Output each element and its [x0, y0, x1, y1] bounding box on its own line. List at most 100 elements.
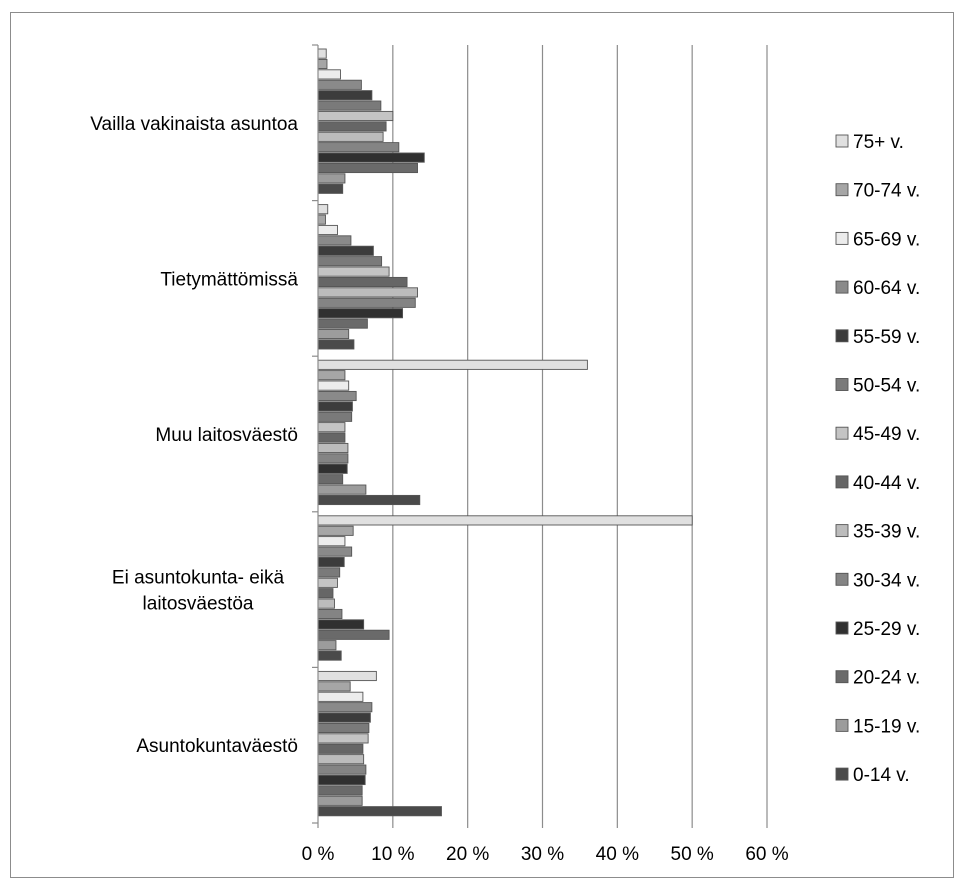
x-tick-label: 40 %: [596, 844, 639, 865]
bar: [317, 318, 368, 329]
legend-label: 40-44 v.: [853, 473, 920, 494]
bar: [317, 463, 348, 474]
bar: [317, 556, 345, 568]
bar: [317, 276, 408, 288]
bar: [317, 121, 387, 132]
legend-swatch: [835, 329, 849, 343]
bar: [317, 90, 373, 101]
bar: [317, 328, 350, 340]
bar: [317, 48, 327, 59]
x-tick-labels: 0 % 10 % 20 % 30 % 40 % 50 % 60 %: [302, 844, 789, 865]
legend-swatch: [835, 621, 849, 635]
bar: [317, 58, 328, 70]
bar: [317, 754, 365, 765]
legend-label: 50-54 v.: [853, 376, 920, 397]
bar: [317, 525, 354, 536]
bar: [317, 629, 390, 640]
legend-label: 0-14 v.: [853, 765, 910, 786]
legend-label: 25-29 v.: [853, 619, 920, 640]
bar: [317, 110, 394, 122]
bar: [317, 142, 400, 153]
bar: [317, 670, 377, 682]
chart-frame: Vailla vakinaista asuntoa Tietymättömissä…: [10, 12, 954, 878]
bar: [317, 390, 357, 402]
bar: [317, 173, 346, 184]
legend-label: 55-59 v.: [853, 327, 920, 348]
bar: [317, 785, 363, 796]
bar: [317, 806, 442, 817]
legend: 75+ v. 70-74 v. 65-69 v. 60-64 v. 55-59 v. 50…: [835, 132, 920, 786]
x-tick-label: 10 %: [371, 844, 414, 865]
bar: [317, 422, 346, 433]
bar: [317, 795, 363, 806]
bar: [317, 69, 341, 80]
legend-label: 20-24 v.: [853, 668, 920, 689]
bar: [317, 162, 418, 174]
bar: [317, 743, 364, 754]
legend-label: 30-34 v.: [853, 570, 920, 591]
x-tick-label: 50 %: [671, 844, 714, 865]
bar: [317, 152, 425, 163]
axes: [312, 44, 768, 828]
legend-swatch: [835, 426, 849, 440]
legend-label: 70-74 v.: [853, 181, 920, 202]
bar: [317, 266, 390, 277]
bar-chart: Vailla vakinaista asuntoa Tietymättömissä…: [90, 44, 920, 865]
bar: [317, 619, 365, 630]
bars: [317, 48, 693, 817]
bar: [317, 494, 421, 506]
bar: [317, 546, 353, 557]
bar: [317, 536, 346, 547]
bar: [317, 131, 384, 142]
legend-swatch: [835, 572, 849, 586]
bar: [317, 691, 364, 702]
x-tick-label: 0 %: [302, 844, 335, 865]
bar: [317, 650, 342, 661]
category-label: laitosväestöa: [143, 594, 254, 615]
legend-label: 45-49 v.: [853, 424, 920, 445]
bar: [317, 214, 326, 225]
category-label: Vailla vakinaista asuntoa: [90, 114, 298, 135]
bar: [317, 297, 416, 308]
bar: [317, 681, 351, 692]
category-label: Muu laitosväestö: [155, 425, 298, 446]
bar: [317, 722, 370, 734]
legend-swatch: [835, 767, 849, 781]
bar: [317, 359, 588, 370]
bar: [317, 401, 353, 412]
bar: [317, 411, 353, 422]
bar: [317, 308, 404, 319]
bar: [317, 515, 693, 526]
x-tick-label: 30 %: [521, 844, 564, 865]
legend-swatch: [835, 524, 849, 538]
category-labels: Vailla vakinaista asuntoa Tietymättömissä…: [90, 114, 298, 757]
bar: [317, 287, 418, 298]
legend-swatch: [835, 718, 849, 732]
category-label: Tietymättömissä: [160, 269, 298, 290]
bar: [317, 567, 341, 578]
bar: [317, 224, 338, 236]
legend-swatch: [835, 378, 849, 391]
bar: [317, 235, 352, 246]
bar: [317, 588, 334, 599]
bar: [317, 453, 349, 464]
category-label: Asuntokuntaväestö: [136, 736, 298, 757]
legend-label: 75+ v.: [853, 132, 904, 153]
legend-swatch: [835, 280, 849, 294]
bar: [317, 256, 383, 267]
bar: [317, 577, 338, 588]
gridlines: [392, 45, 768, 823]
x-tick-label: 20 %: [446, 844, 489, 865]
bar: [317, 774, 366, 786]
bar: [317, 79, 362, 90]
bar: [317, 733, 369, 744]
bar: [317, 245, 374, 256]
bar: [317, 474, 344, 485]
bar: [317, 204, 329, 215]
bar: [317, 380, 350, 391]
legend-label: 65-69 v.: [853, 229, 920, 250]
x-tick-label: 60 %: [745, 844, 788, 865]
legend-label: 60-64 v.: [853, 278, 920, 299]
bar: [317, 598, 335, 609]
bar: [317, 608, 343, 620]
